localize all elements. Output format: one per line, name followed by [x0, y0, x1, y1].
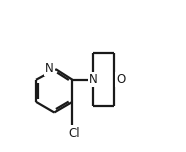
- Text: N: N: [45, 62, 54, 75]
- Text: Cl: Cl: [68, 127, 79, 140]
- Text: N: N: [89, 73, 97, 86]
- Text: O: O: [116, 73, 126, 86]
